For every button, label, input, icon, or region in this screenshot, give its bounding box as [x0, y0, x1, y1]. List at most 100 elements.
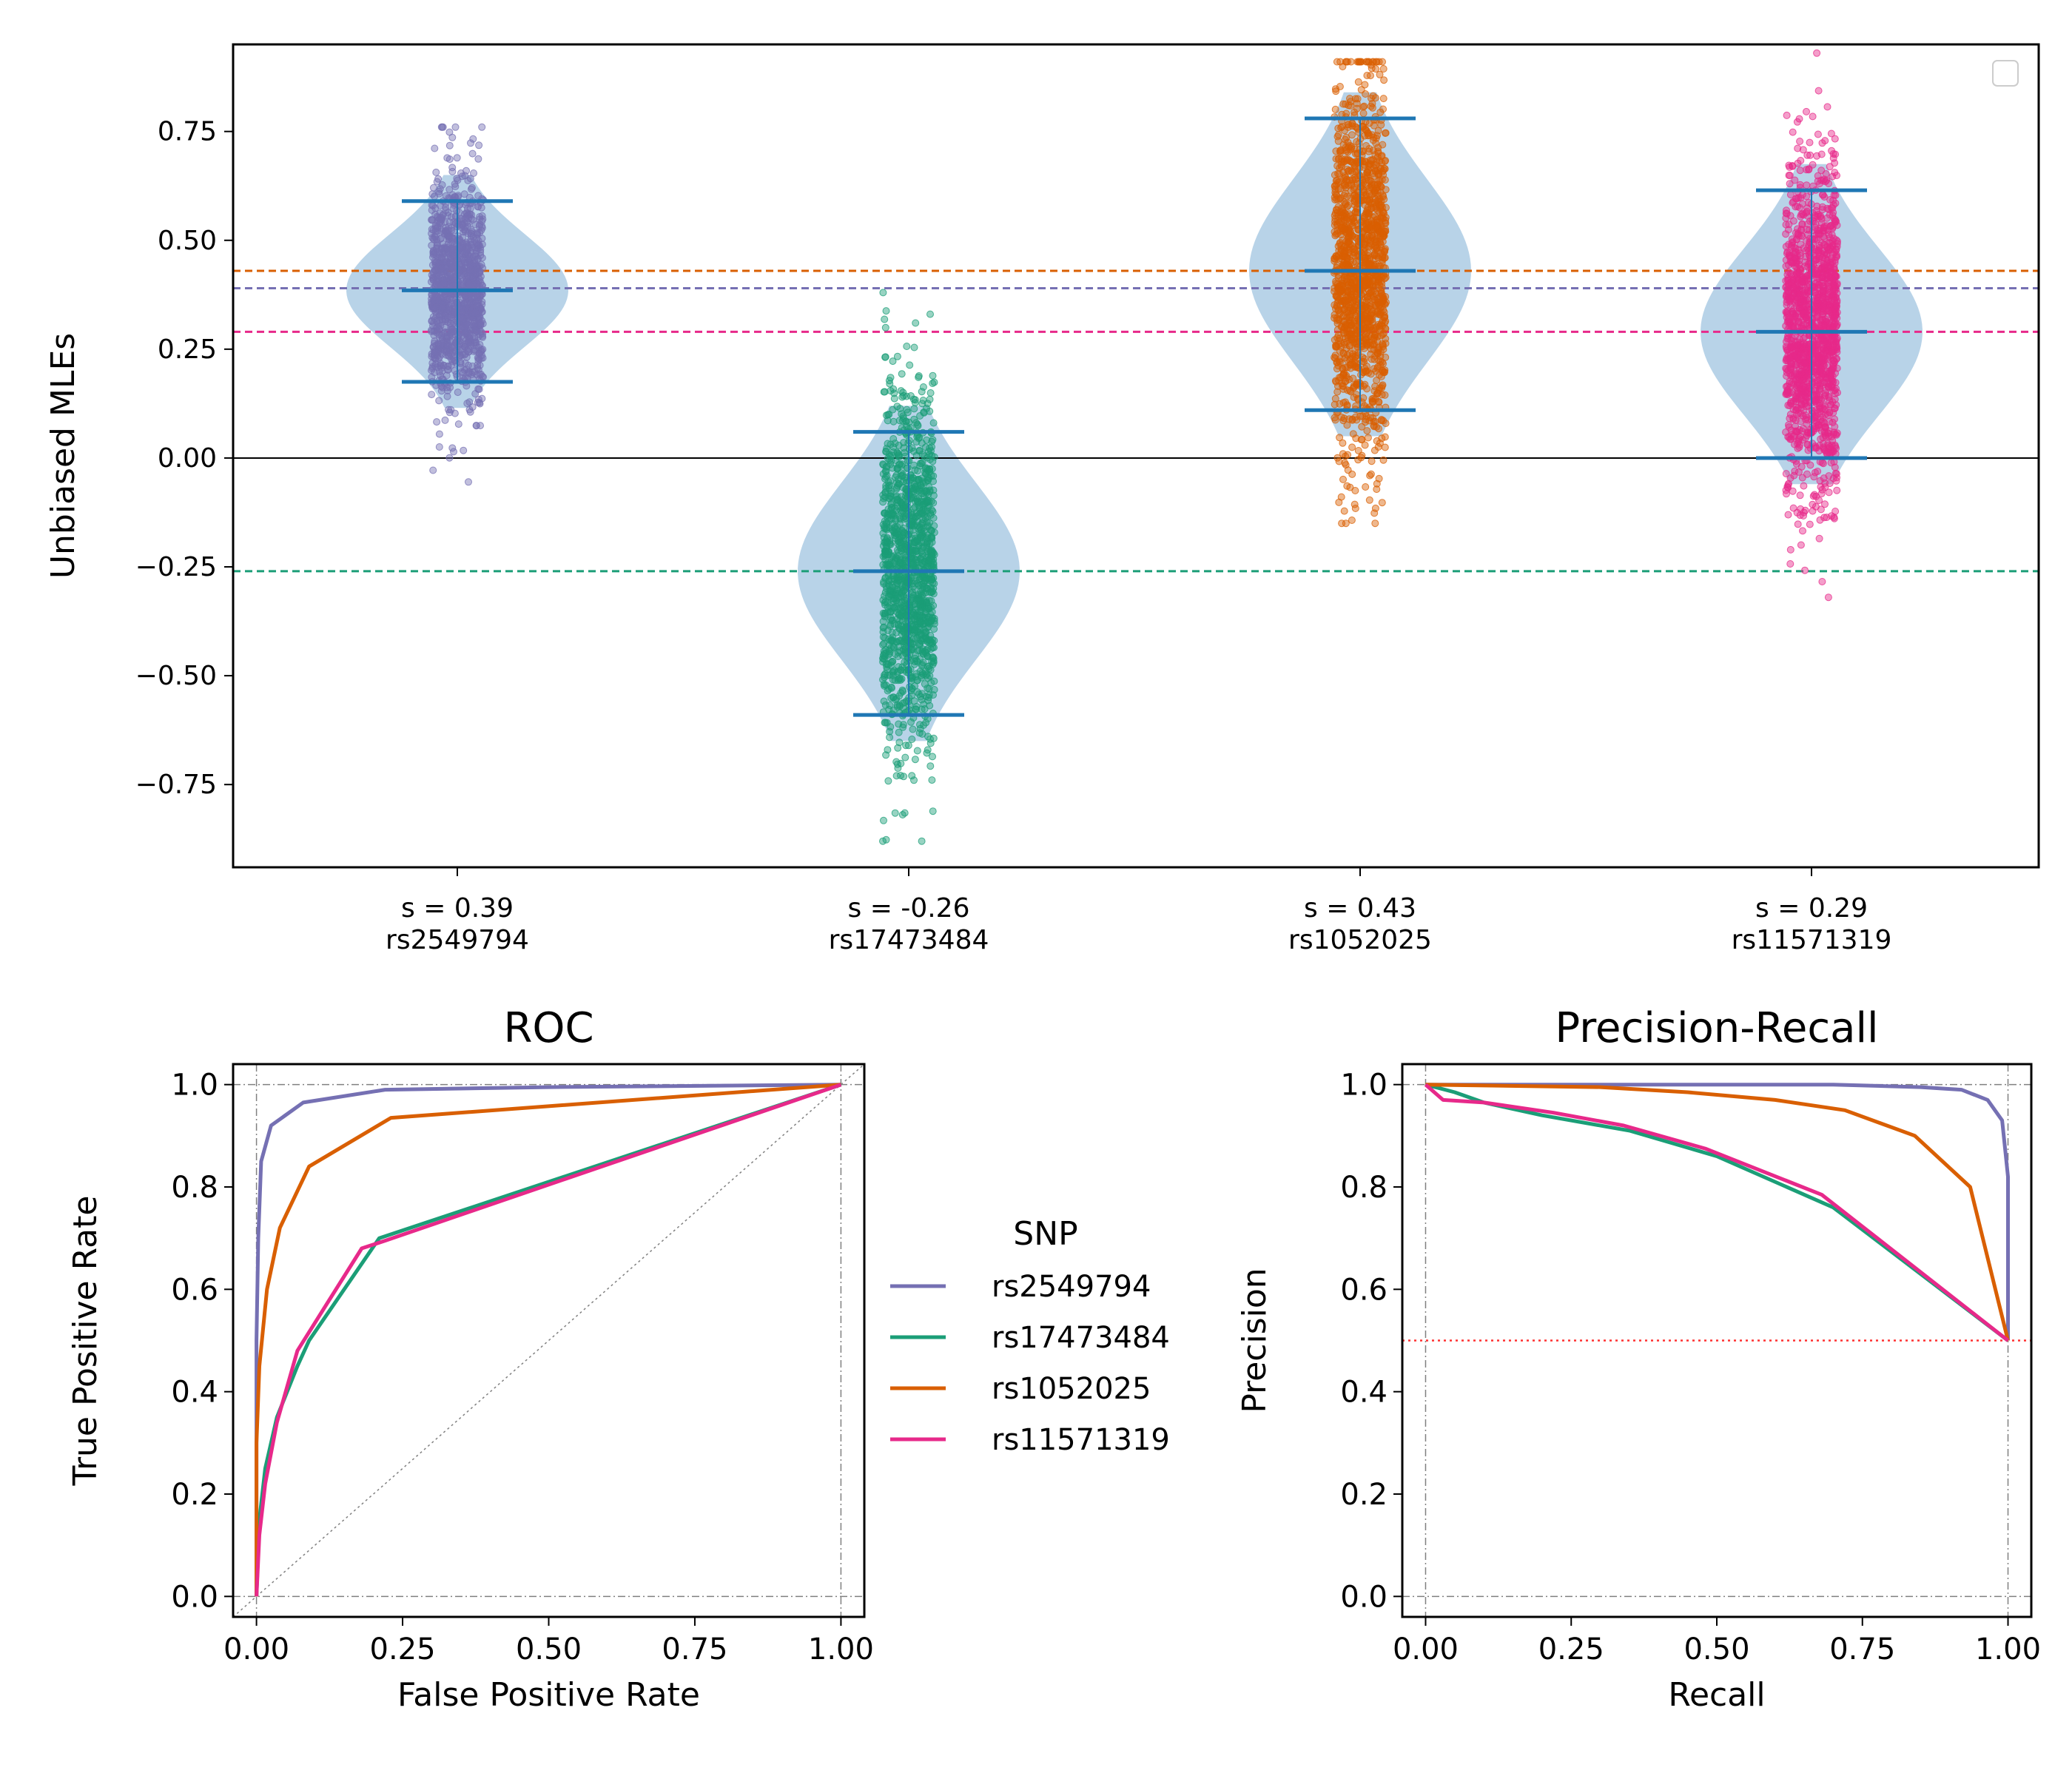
jitter-point: [1335, 272, 1343, 279]
jitter-point: [440, 276, 448, 284]
jitter-point: [1333, 206, 1341, 214]
jitter-point: [435, 443, 443, 451]
jitter-point: [881, 613, 889, 621]
jitter-point: [912, 602, 920, 610]
jitter-point: [1358, 451, 1366, 460]
jitter-point: [1375, 398, 1383, 406]
jitter-point: [1342, 398, 1349, 406]
jitter-point: [930, 644, 938, 652]
jitter-point: [1346, 95, 1353, 103]
jitter-point: [457, 275, 465, 283]
jitter-point: [1351, 123, 1359, 131]
jitter-point: [1331, 394, 1339, 403]
jitter-point: [431, 348, 439, 356]
jitter-point: [930, 617, 938, 625]
jitter-point: [437, 254, 445, 261]
jitter-point: [1801, 566, 1809, 574]
jitter-point: [1334, 382, 1342, 390]
jitter-point: [1361, 282, 1369, 290]
jitter-point: [438, 304, 446, 312]
jitter-point: [462, 329, 470, 337]
jitter-point: [1380, 76, 1388, 84]
jitter-point: [478, 123, 486, 131]
jitter-point: [1333, 294, 1342, 302]
jitter-point: [1336, 83, 1344, 90]
jitter-point: [883, 538, 891, 546]
jitter-point: [1368, 398, 1376, 406]
jitter-point: [470, 169, 477, 177]
jitter-point: [1351, 413, 1359, 421]
jitter-point: [474, 269, 482, 277]
jitter-point: [899, 687, 907, 696]
jitter-point: [1359, 110, 1368, 118]
jitter-point: [1355, 307, 1363, 315]
jitter-point: [880, 623, 888, 631]
jitter-point: [1341, 320, 1349, 329]
jitter-point: [429, 466, 437, 474]
jitter-point: [885, 377, 893, 385]
jitter-point: [473, 302, 481, 309]
jitter-point: [911, 625, 919, 633]
jitter-point: [1373, 437, 1381, 445]
jitter-point: [884, 777, 892, 785]
jitter-point: [1360, 357, 1368, 366]
jitter-point: [1812, 502, 1820, 511]
jitter-point: [1350, 218, 1359, 226]
jitter-point: [912, 513, 920, 521]
jitter-point: [1373, 349, 1382, 357]
jitter-point: [1349, 334, 1357, 343]
jitter-point: [911, 466, 919, 474]
jitter-point: [451, 180, 459, 188]
jitter-point: [454, 420, 462, 428]
jitter-point: [1350, 192, 1358, 200]
jitter-point: [891, 809, 899, 817]
jitter-point: [904, 457, 912, 465]
jitter-point: [452, 370, 460, 378]
jitter-point: [1377, 214, 1385, 222]
jitter-point: [912, 548, 921, 555]
jitter-point: [451, 123, 460, 131]
jitter-point: [913, 688, 921, 696]
jitter-point: [899, 502, 907, 510]
jitter-point: [1342, 297, 1350, 305]
jitter-point: [1379, 381, 1387, 389]
jitter-point: [1338, 519, 1346, 528]
jitter-point: [887, 620, 895, 628]
jitter-point: [1379, 65, 1388, 73]
jitter-point: [1831, 135, 1839, 143]
jitter-point: [920, 408, 928, 417]
jitter-point: [430, 339, 438, 347]
jitter-point: [1365, 260, 1373, 268]
jitter-point: [461, 215, 469, 223]
jitter-point: [430, 248, 438, 256]
jitter-point: [475, 141, 483, 149]
jitter-point: [919, 583, 927, 591]
jitter-point: [441, 317, 449, 326]
jitter-point: [881, 323, 889, 332]
jitter-point: [881, 633, 889, 642]
jitter-point: [450, 448, 457, 456]
jitter-point: [1369, 92, 1377, 100]
jitter-point: [438, 181, 446, 189]
jitter-point: [882, 660, 890, 668]
jitter-point: [1331, 416, 1339, 424]
jitter-point: [1335, 498, 1343, 506]
jitter-point: [1376, 157, 1384, 165]
jitter-point: [920, 528, 928, 536]
jitter-point: [475, 386, 483, 393]
jitter-point: [890, 667, 898, 675]
violin-panel: 0.750.500.250.00−0.25−0.50−0.75s = 0.39r…: [44, 43, 2040, 955]
jitter-point: [908, 444, 916, 452]
jitter-point: [1786, 560, 1794, 568]
jitter-point: [445, 186, 454, 194]
jitter-point: [437, 342, 445, 350]
jitter-point: [428, 190, 437, 198]
jitter-point: [1334, 212, 1342, 221]
jitter-point: [448, 167, 457, 175]
jitter-point: [445, 408, 454, 417]
jitter-point: [928, 451, 936, 460]
jitter-point: [454, 388, 462, 397]
jitter-point: [929, 472, 938, 480]
jitter-point: [912, 451, 921, 460]
jitter-point: [1803, 181, 1811, 189]
